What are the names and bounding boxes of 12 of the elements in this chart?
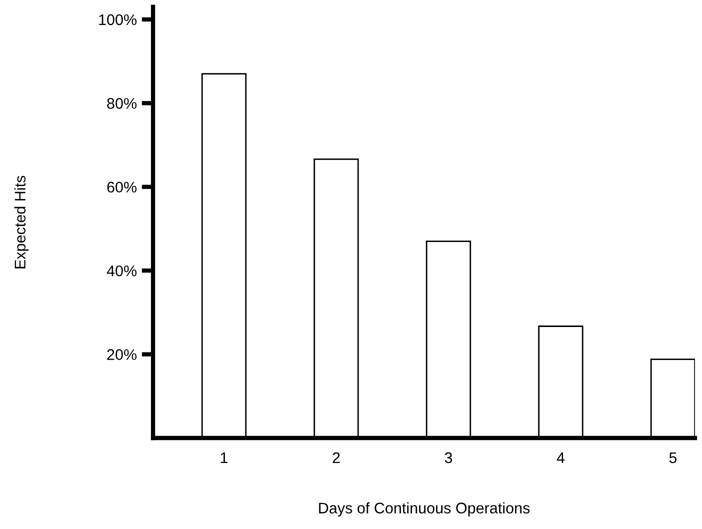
x-tick-label: 5 [669, 452, 677, 464]
x-tick-label: 4 [556, 452, 565, 463]
y-tick-label: 100% [99, 14, 137, 26]
y-tick-label: 40% [106, 265, 137, 276]
y-axis-title: Expected Hits [14, 176, 29, 268]
y-tick-label: 20% [107, 349, 137, 360]
x-tick-label: 3 [444, 452, 452, 464]
x-tick-label: 2 [332, 452, 340, 463]
y-tick-label: 80% [107, 98, 137, 109]
x-axis-title: Days of Continuous Operations [319, 502, 530, 516]
y-tick-label: 60% [107, 182, 137, 193]
x-tick-label: 1 [220, 452, 228, 463]
